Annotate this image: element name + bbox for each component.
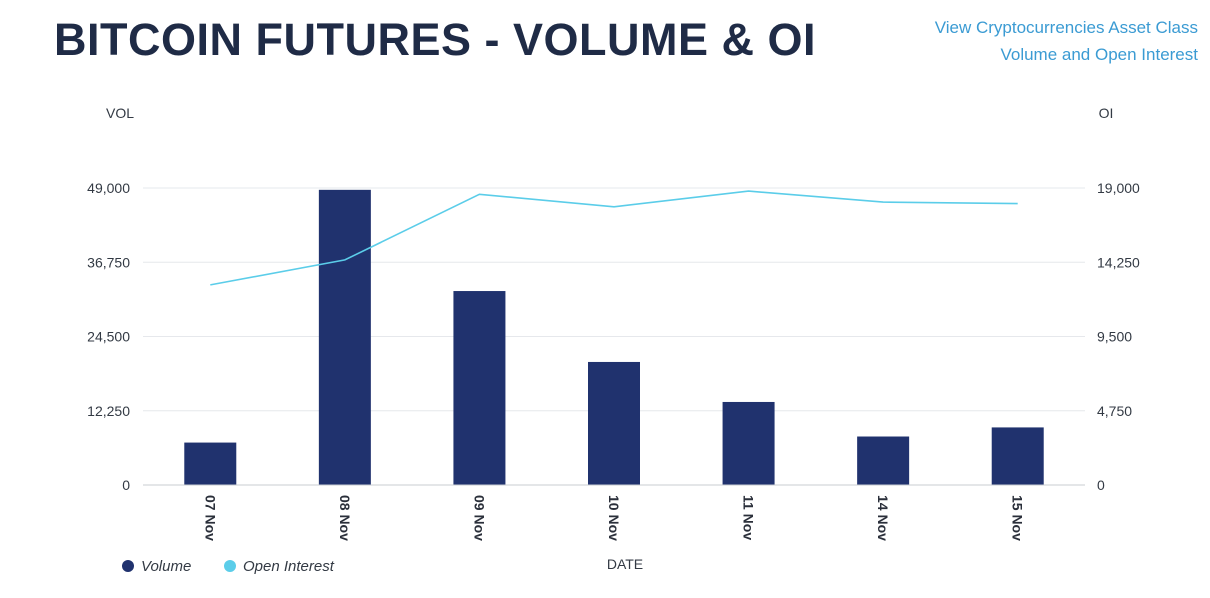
- x-axis-tick-label: 09 Nov: [471, 495, 487, 541]
- legend-label-volume: Volume: [141, 558, 191, 575]
- right-axis-tick-label: 9,500: [1097, 329, 1132, 345]
- x-axis-tick-label: 11 Nov: [741, 495, 757, 540]
- right-axis-tick-label: 14,250: [1097, 254, 1140, 270]
- volume-bar[interactable]: [991, 427, 1044, 485]
- asset-class-link-line2: Volume and Open Interest: [1000, 45, 1198, 64]
- left-axis-tick-label: 12,250: [87, 403, 130, 419]
- left-axis-tick-label: 24,500: [87, 329, 130, 345]
- right-axis-tick-label: 4,750: [1097, 403, 1132, 419]
- legend-label-open-interest: Open Interest: [243, 558, 335, 575]
- volume-bar[interactable]: [588, 361, 640, 485]
- left-axis-title: VOL: [106, 105, 134, 121]
- open-interest-point[interactable]: [881, 200, 885, 204]
- right-axis-tick-label: 19,000: [1097, 180, 1140, 196]
- page-title: BITCOIN FUTURES - VOLUME & OI: [54, 14, 816, 65]
- open-interest-point[interactable]: [477, 192, 481, 196]
- open-interest-line[interactable]: [210, 190, 1018, 286]
- legend-swatch-open-interest: [224, 560, 236, 572]
- axes-layer: 0 0 12,250 4,750 24,500 9,500 36,750 14,250 49,0…: [87, 180, 1140, 541]
- legend-item-volume[interactable]: Volume: [122, 558, 191, 575]
- volume-bar[interactable]: [184, 442, 237, 485]
- volume-bar[interactable]: [722, 401, 775, 485]
- legend-item-open-interest[interactable]: Open Interest: [224, 558, 335, 575]
- asset-class-link-line1: View Cryptocurrencies Asset Class: [934, 18, 1198, 37]
- x-axis-tick-label: 07 Nov: [202, 495, 218, 541]
- open-interest-point[interactable]: [612, 205, 616, 209]
- open-interest-point[interactable]: [343, 258, 347, 262]
- open-interest-point[interactable]: [208, 283, 212, 287]
- x-axis-tick-label: 08 Nov: [337, 495, 353, 541]
- volume-bars: [184, 189, 1044, 486]
- asset-class-link[interactable]: View Cryptocurrencies Asset Class Volume…: [935, 14, 1198, 68]
- volume-bar[interactable]: [318, 189, 371, 486]
- x-axis-title: DATE: [607, 556, 643, 572]
- right-axis-title: OI: [1099, 105, 1114, 121]
- legend-swatch-volume: [122, 560, 134, 572]
- volume-bar[interactable]: [857, 436, 910, 485]
- open-interest-point[interactable]: [1016, 202, 1020, 206]
- open-interest-point[interactable]: [747, 189, 751, 193]
- legend: Volume Open Interest: [122, 558, 335, 575]
- right-axis-tick-label: 0: [1097, 477, 1105, 493]
- x-axis-tick-label: 10 Nov: [606, 495, 622, 541]
- x-axis-tick-label: 15 Nov: [1010, 495, 1026, 541]
- left-axis-tick-label: 49,000: [87, 180, 130, 196]
- open-interest-line-layer: [208, 189, 1020, 287]
- volume-bar[interactable]: [453, 291, 506, 485]
- left-axis-tick-label: 0: [122, 477, 130, 493]
- x-axis-tick-label: 14 Nov: [875, 495, 891, 541]
- left-axis-tick-label: 36,750: [87, 254, 130, 270]
